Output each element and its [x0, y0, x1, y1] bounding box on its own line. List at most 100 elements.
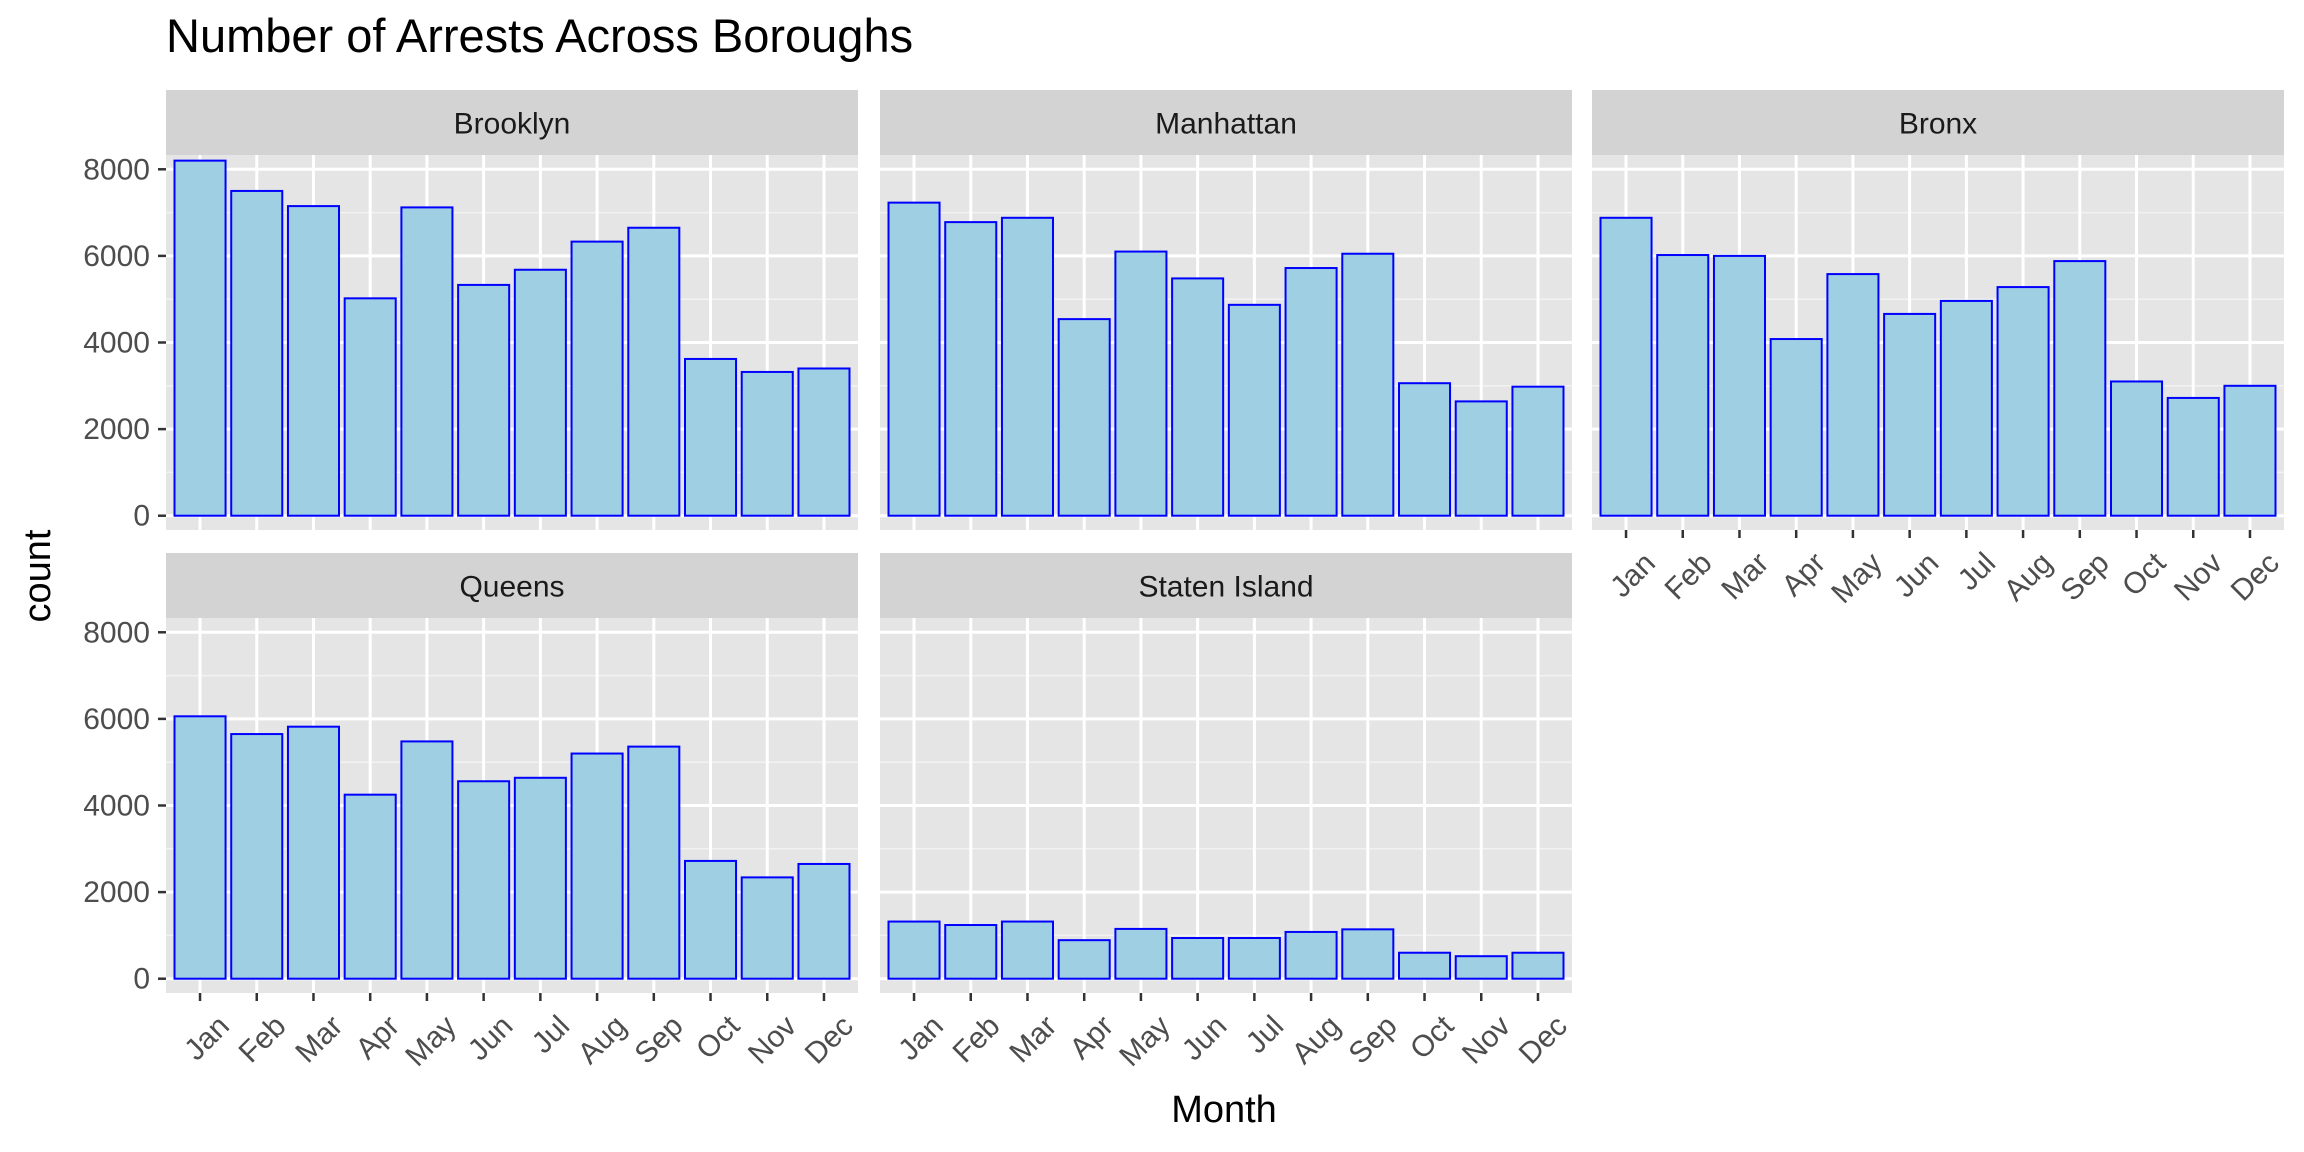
bar-manhattan-jan — [887, 201, 941, 517]
y-tick-label: 8000 — [83, 153, 150, 186]
bar-queens-nov — [740, 876, 794, 980]
facet-strip — [880, 90, 1572, 155]
x-tick-label: Aug — [572, 1009, 633, 1070]
y-axis-title: count — [17, 529, 59, 622]
bar-manhattan-jun — [1171, 277, 1225, 517]
x-axis-title: Month — [1171, 1089, 1277, 1131]
bar-bronx-apr — [1769, 338, 1823, 517]
bar-brooklyn-aug — [570, 240, 624, 517]
x-tick-label: Dec — [1513, 1009, 1574, 1070]
x-tick-label: May — [1825, 546, 1888, 609]
bar-staten-island-oct — [1398, 951, 1452, 980]
x-tick-label: Feb — [1659, 546, 1719, 606]
bar-queens-jul — [513, 776, 567, 980]
bar-queens-mar — [286, 725, 340, 980]
y-tick-label: 2000 — [83, 413, 150, 446]
bar-brooklyn-jan — [173, 159, 227, 517]
facet-strip — [880, 553, 1572, 618]
bar-manhattan-dec — [1511, 385, 1565, 517]
bar-staten-island-feb — [944, 924, 998, 980]
bar-staten-island-sep — [1341, 928, 1395, 980]
x-tick-label: Oct — [1404, 1009, 1461, 1066]
x-tick-label: Aug — [1998, 546, 2059, 607]
x-tick-label: Jul — [1952, 546, 2002, 596]
x-tick-label: Nov — [742, 1009, 803, 1070]
bar-staten-island-mar — [1000, 920, 1054, 980]
facet-label: Queens — [459, 571, 564, 604]
x-tick-label: Nov — [2168, 546, 2229, 607]
x-tick-label: Apr — [1064, 1009, 1120, 1065]
bar-manhattan-mar — [1000, 216, 1054, 517]
facet-label: Manhattan — [1155, 108, 1297, 141]
bar-staten-island-jan — [887, 920, 941, 980]
bar-brooklyn-apr — [343, 297, 397, 517]
facet-strip — [166, 90, 858, 155]
x-tick-label: Sep — [1343, 1009, 1404, 1070]
facet-label: Brooklyn — [454, 108, 571, 141]
chart-title: Number of Arrests Across Boroughs — [166, 9, 913, 62]
bar-staten-island-aug — [1284, 930, 1338, 980]
bar-manhattan-apr — [1057, 318, 1111, 517]
bar-manhattan-sep — [1341, 252, 1395, 517]
x-tick-label: Jan — [178, 1009, 236, 1067]
x-tick-label: Jun — [462, 1009, 520, 1067]
bar-manhattan-feb — [944, 221, 998, 517]
bar-manhattan-jul — [1227, 303, 1281, 517]
bar-bronx-aug — [1996, 286, 2050, 517]
facet-strip — [1592, 90, 2284, 155]
x-tick-label: Jul — [1240, 1009, 1290, 1059]
y-tick-label: 0 — [133, 963, 150, 996]
x-tick-label: Jan — [1604, 546, 1662, 604]
bar-bronx-jan — [1599, 216, 1653, 517]
panel-manhattan: Manhattan — [880, 90, 1572, 530]
bar-bronx-sep — [2053, 260, 2107, 517]
bar-manhattan-oct — [1398, 382, 1452, 517]
x-tick-label: Oct — [2116, 546, 2173, 603]
bar-queens-jan — [173, 715, 227, 980]
bar-staten-island-may — [1114, 927, 1168, 980]
bar-bronx-dec — [2223, 384, 2277, 517]
facet-label: Staten Island — [1138, 571, 1313, 604]
x-tick-label: May — [399, 1009, 462, 1072]
x-tick-label: Nov — [1456, 1009, 1517, 1070]
bar-brooklyn-oct — [684, 357, 738, 517]
y-tick-label: 6000 — [83, 240, 150, 273]
x-tick-label: Dec — [799, 1009, 860, 1070]
x-tick-label: Mar — [1003, 1009, 1063, 1069]
y-tick-label: 8000 — [83, 616, 150, 649]
y-tick-label: 0 — [133, 500, 150, 533]
bar-brooklyn-jun — [457, 283, 511, 517]
bar-queens-apr — [343, 793, 397, 980]
x-tick-label: Mar — [1715, 546, 1775, 606]
y-tick-label: 2000 — [83, 876, 150, 909]
x-tick-label: Jun — [1176, 1009, 1234, 1067]
y-tick-label: 4000 — [83, 327, 150, 360]
y-tick-label: 6000 — [83, 703, 150, 736]
bar-staten-island-jun — [1171, 937, 1225, 980]
bar-queens-oct — [684, 859, 738, 980]
x-tick-label: Feb — [233, 1009, 293, 1069]
x-tick-label: Oct — [690, 1009, 747, 1066]
x-tick-label: Aug — [1286, 1009, 1347, 1070]
bar-manhattan-aug — [1284, 267, 1338, 517]
bar-staten-island-dec — [1511, 951, 1565, 980]
x-tick-label: Jan — [892, 1009, 950, 1067]
panels: Brooklyn 0 2000 4000 6000 8000 Manhattan Bronx J… — [83, 90, 2286, 1073]
bar-staten-island-apr — [1057, 939, 1111, 980]
bar-queens-feb — [230, 733, 284, 980]
bar-manhattan-may — [1114, 250, 1168, 517]
bar-brooklyn-nov — [740, 370, 794, 517]
bar-bronx-feb — [1656, 254, 1710, 517]
bar-brooklyn-mar — [286, 205, 340, 517]
bar-manhattan-nov — [1454, 400, 1508, 517]
x-tick-label: Sep — [629, 1009, 690, 1070]
panel-brooklyn: Brooklyn 0 2000 4000 6000 8000 — [83, 90, 858, 533]
x-tick-label: Jul — [526, 1009, 576, 1059]
facet-label: Bronx — [1899, 108, 1977, 141]
x-tick-label: May — [1113, 1009, 1176, 1072]
x-tick-label: Apr — [350, 1009, 406, 1065]
facet-strip — [166, 553, 858, 618]
